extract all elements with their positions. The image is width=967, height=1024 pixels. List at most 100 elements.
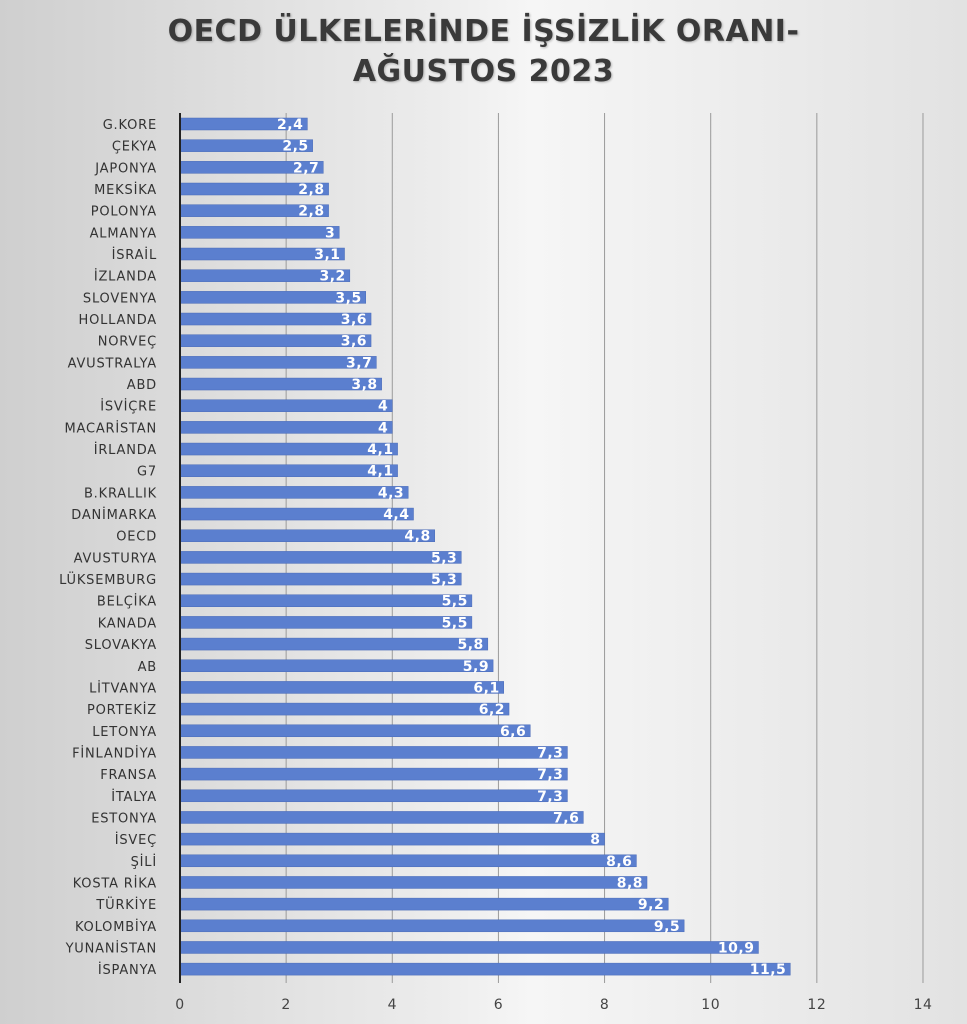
category-label: PORTEKİZ xyxy=(87,702,157,718)
category-label: KOLOMBİYA xyxy=(75,919,157,935)
category-label: DANİMARKA xyxy=(71,507,157,523)
category-label: LİTVANYA xyxy=(89,680,157,696)
data-label: 3,6 xyxy=(341,312,367,328)
data-label: 7,3 xyxy=(537,789,563,805)
gridlines xyxy=(285,113,924,983)
data-label: 7,3 xyxy=(537,767,563,783)
data-label: 3 xyxy=(325,225,335,241)
data-label: 6,2 xyxy=(479,702,505,718)
bar xyxy=(179,616,473,629)
data-label: 3,7 xyxy=(346,355,372,371)
chart-title-line-1: OECD ÜLKELERİNDE İŞSİZLİK ORANI- xyxy=(167,14,800,49)
bar xyxy=(179,572,462,586)
bar xyxy=(179,702,510,716)
bar xyxy=(179,529,435,542)
data-label: 2,8 xyxy=(298,182,324,198)
bar xyxy=(179,832,605,846)
category-label: B.KRALLIK xyxy=(84,486,157,501)
data-label: 2,5 xyxy=(282,139,308,155)
x-tick-label: 6 xyxy=(494,997,503,1013)
data-label: 5,5 xyxy=(442,594,468,610)
category-label: İZLANDA xyxy=(94,269,157,285)
bar xyxy=(179,442,398,456)
bar xyxy=(179,226,340,239)
category-label: LÜKSEMBURG xyxy=(59,571,157,588)
bar xyxy=(179,897,669,911)
category-label: BELÇİKA xyxy=(97,594,157,610)
chart-title: OECD ÜLKELERİNDE İŞSİZLİK ORANI- AĞUSTOS… xyxy=(0,12,967,92)
data-label: 4,3 xyxy=(378,485,404,501)
data-label: 3,6 xyxy=(341,334,367,350)
x-axis-ticks: 0 2 4 6 8 10 12 14 xyxy=(175,997,932,1013)
x-tick-label: 10 xyxy=(701,997,720,1013)
category-label: ŞİLİ xyxy=(131,854,157,870)
x-tick-label: 14 xyxy=(914,997,933,1013)
category-label: AB xyxy=(138,660,157,675)
category-label: ESTONYA xyxy=(91,811,157,826)
data-label: 8,8 xyxy=(617,875,643,891)
x-tick-label: 12 xyxy=(807,997,826,1013)
category-label: POLONYA xyxy=(91,205,157,220)
bar xyxy=(179,507,414,521)
bar xyxy=(179,854,637,868)
data-label: 3,5 xyxy=(335,290,361,306)
data-label: 4,1 xyxy=(367,442,393,458)
category-label: G7 xyxy=(137,465,157,480)
bar xyxy=(179,659,494,672)
data-label: 9,2 xyxy=(638,897,664,913)
bar xyxy=(179,941,759,954)
bar xyxy=(179,962,791,976)
bar xyxy=(179,486,409,499)
data-label: 2,7 xyxy=(293,160,319,176)
bar xyxy=(179,421,393,434)
category-label: MEKSİKA xyxy=(94,182,157,198)
category-label: İTALYA xyxy=(111,789,157,805)
category-label: LETONYA xyxy=(92,725,157,740)
category-label: G.KORE xyxy=(103,118,157,133)
data-label: 5,5 xyxy=(442,615,468,631)
data-label: 11,5 xyxy=(750,962,787,978)
category-label: TÜRKİYE xyxy=(95,896,157,913)
x-tick-label: 4 xyxy=(388,997,397,1013)
category-label: AVUSTURYA xyxy=(74,551,157,566)
chart-title-line-2: AĞUSTOS 2023 xyxy=(352,54,615,89)
category-label: İSVEÇ xyxy=(115,832,157,848)
bar xyxy=(179,399,393,412)
data-label: 5,3 xyxy=(431,550,457,566)
bar xyxy=(179,811,584,824)
category-label: NORVEÇ xyxy=(98,335,157,350)
data-label: 3,2 xyxy=(320,269,346,285)
category-label: İRLANDA xyxy=(94,442,157,458)
data-label: 4 xyxy=(378,399,388,415)
bar xyxy=(179,767,568,781)
bar xyxy=(179,637,489,651)
data-label: 2,4 xyxy=(277,117,303,133)
category-label: ÇEKYA xyxy=(112,140,157,155)
data-label: 10,9 xyxy=(718,940,755,956)
data-label: 3,8 xyxy=(351,377,377,393)
data-label: 5,9 xyxy=(463,659,489,675)
data-label: 6,1 xyxy=(473,680,499,696)
data-label: 2,8 xyxy=(298,204,324,220)
data-label: 4,4 xyxy=(383,507,409,523)
category-label: FRANSA xyxy=(100,768,157,783)
data-label: 3,1 xyxy=(314,247,340,263)
data-label: 4 xyxy=(378,420,388,436)
data-label: 4,1 xyxy=(367,464,393,480)
category-label: KANADA xyxy=(98,616,157,631)
bar xyxy=(179,876,648,889)
data-label: 7,3 xyxy=(537,745,563,761)
category-label: JAPONYA xyxy=(94,161,157,176)
category-label: ABD xyxy=(127,378,157,393)
x-tick-label: 2 xyxy=(281,997,290,1013)
data-label: 9,5 xyxy=(654,919,680,935)
bar xyxy=(179,789,568,803)
category-label: İSVİÇRE xyxy=(100,399,157,415)
category-label: SLOVENYA xyxy=(83,291,157,306)
data-label: 4,8 xyxy=(404,529,430,545)
category-label: İSRAİL xyxy=(112,247,157,263)
data-labels: 2,42,52,72,82,833,13,23,53,63,63,73,8444… xyxy=(277,117,786,978)
bar xyxy=(179,551,462,564)
category-label: AVUSTRALYA xyxy=(68,356,157,371)
